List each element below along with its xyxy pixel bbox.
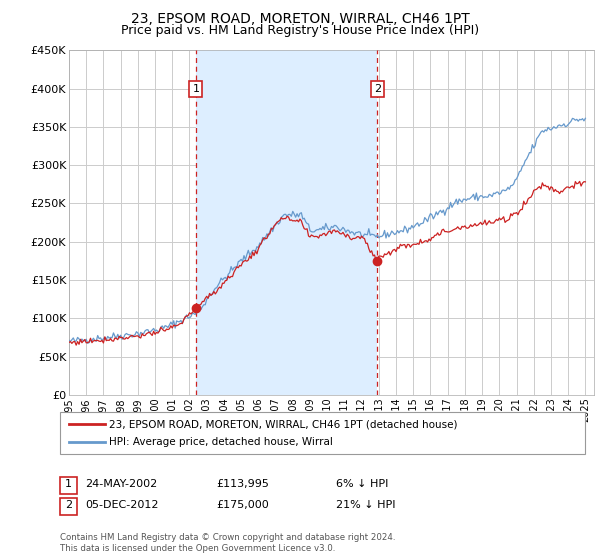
- Text: 1: 1: [193, 83, 199, 94]
- Text: HPI: Average price, detached house, Wirral: HPI: Average price, detached house, Wirr…: [109, 437, 333, 447]
- Text: 24-MAY-2002: 24-MAY-2002: [85, 479, 157, 489]
- Text: 2: 2: [65, 500, 72, 510]
- Text: Price paid vs. HM Land Registry's House Price Index (HPI): Price paid vs. HM Land Registry's House …: [121, 24, 479, 37]
- Text: £113,995: £113,995: [216, 479, 269, 489]
- Text: 23, EPSOM ROAD, MORETON, WIRRAL, CH46 1PT: 23, EPSOM ROAD, MORETON, WIRRAL, CH46 1P…: [131, 12, 469, 26]
- Text: 21% ↓ HPI: 21% ↓ HPI: [336, 500, 395, 510]
- Text: Contains HM Land Registry data © Crown copyright and database right 2024.
This d: Contains HM Land Registry data © Crown c…: [60, 533, 395, 553]
- Text: 6% ↓ HPI: 6% ↓ HPI: [336, 479, 388, 489]
- Text: 05-DEC-2012: 05-DEC-2012: [85, 500, 158, 510]
- Text: 2: 2: [374, 83, 381, 94]
- Text: £175,000: £175,000: [216, 500, 269, 510]
- Text: 1: 1: [65, 479, 72, 489]
- Text: 23, EPSOM ROAD, MORETON, WIRRAL, CH46 1PT (detached house): 23, EPSOM ROAD, MORETON, WIRRAL, CH46 1P…: [109, 419, 458, 429]
- Bar: [196, 50, 377, 395]
